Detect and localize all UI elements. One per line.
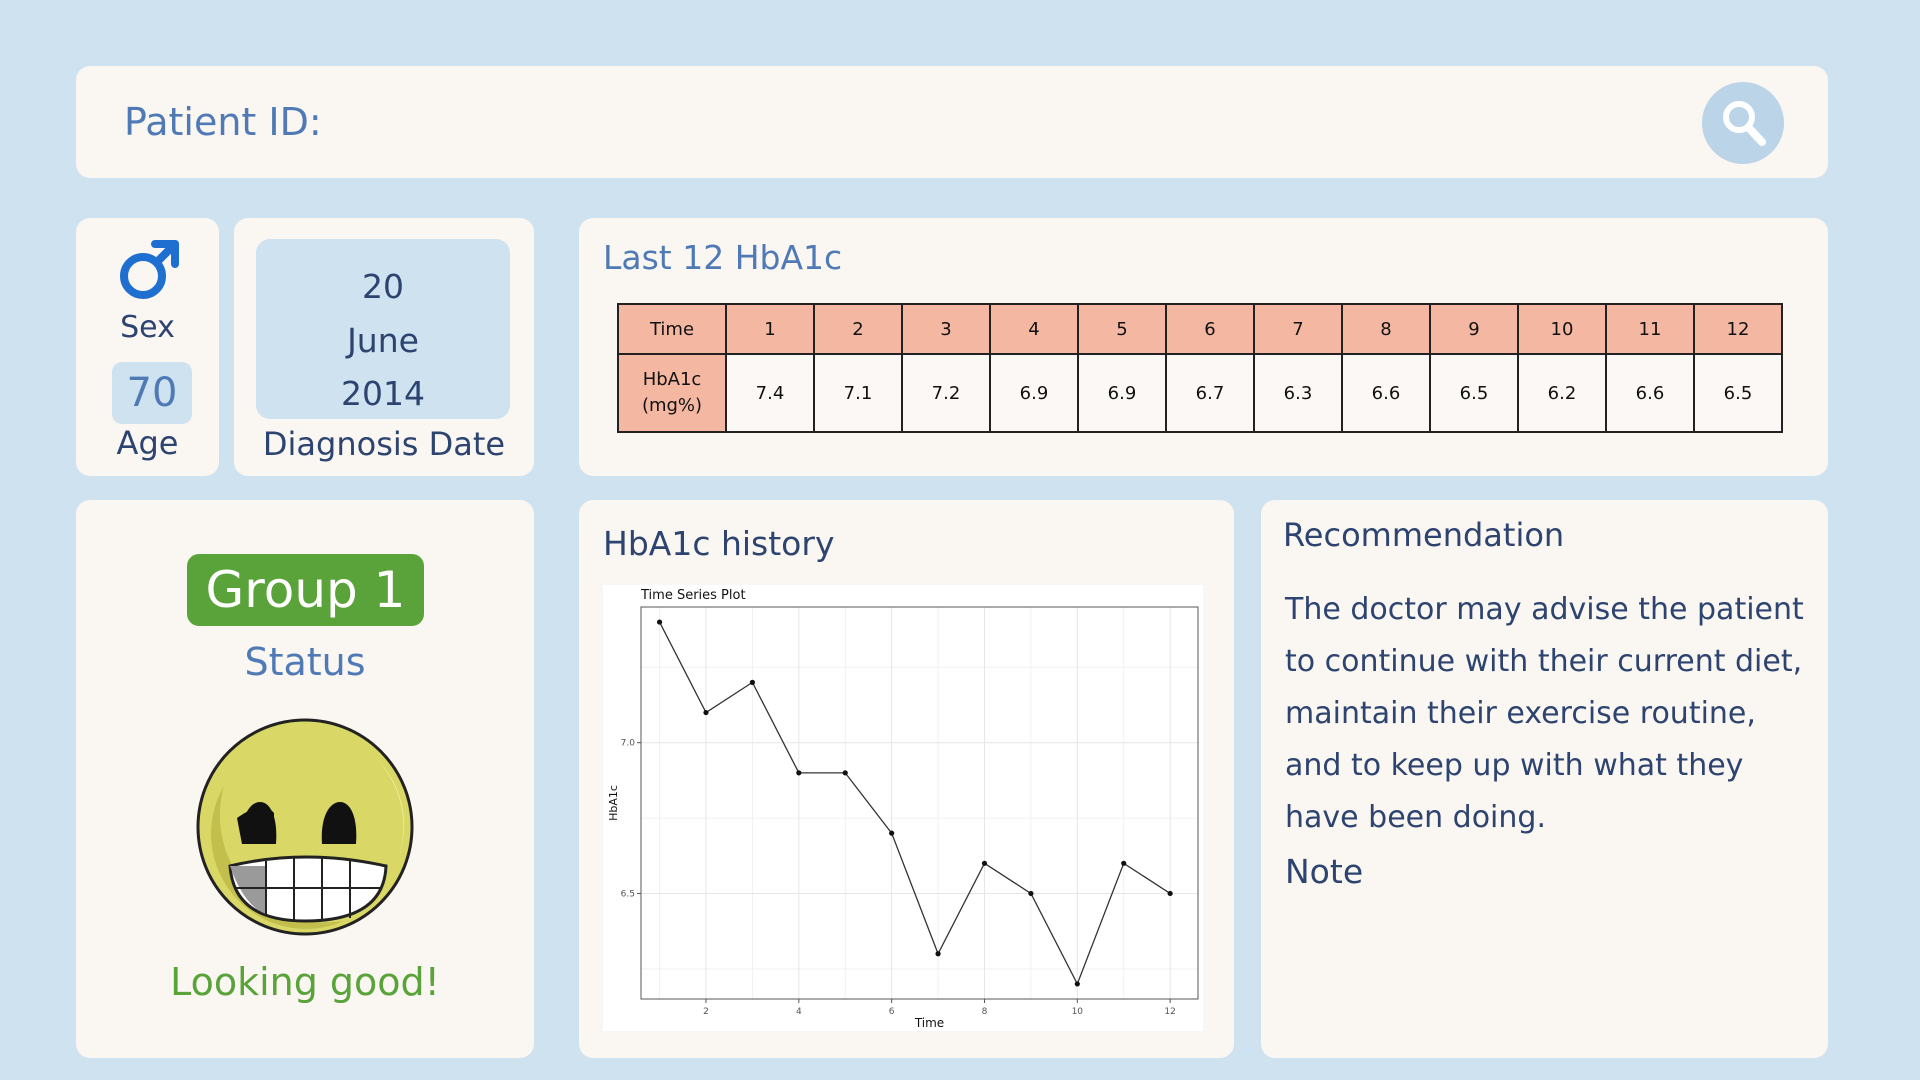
time-cell: 3 <box>901 303 991 355</box>
recommendation-title: Recommendation <box>1283 516 1565 554</box>
recommendation-card: Recommendation The doctor may advise the… <box>1261 500 1828 1058</box>
search-bar: Patient ID: <box>76 66 1828 178</box>
time-cell: 10 <box>1517 303 1607 355</box>
status-label: Status <box>244 640 366 684</box>
chart-background <box>603 585 1203 1031</box>
chart-x-tick-label: 6 <box>889 1007 895 1017</box>
table-value-row: HbA1c (mg%) 7.4 7.1 7.2 6.9 6.9 6.7 6.3 … <box>617 353 1783 433</box>
chart-x-tick-label: 2 <box>703 1007 709 1017</box>
diagnosis-date-box: 20 June 2014 <box>256 239 510 419</box>
chart-data-point <box>981 860 988 866</box>
grinning-smiley-icon <box>196 718 414 936</box>
time-cell: 6 <box>1165 303 1255 355</box>
time-cell: 5 <box>1077 303 1167 355</box>
hba1c-table: Time 1 2 3 4 5 6 7 8 9 10 11 12 HbA1c (m… <box>617 303 1783 433</box>
chart-x-tick-label: 10 <box>1072 1007 1084 1017</box>
chart-data-point <box>842 770 848 776</box>
search-button[interactable] <box>1702 82 1784 164</box>
time-cell: 12 <box>1693 303 1783 355</box>
sex-label: Sex <box>120 310 175 345</box>
hba1c-cell: 6.6 <box>1605 353 1695 433</box>
chart-data-point <box>749 679 755 685</box>
chart-x-tick-label: 8 <box>982 1007 988 1017</box>
hba1c-cell: 7.1 <box>813 353 903 433</box>
time-cell: 2 <box>813 303 903 355</box>
chart-y-tick-label: 7.0 <box>621 739 636 749</box>
time-header-cell: Time <box>617 303 727 355</box>
diagnosis-day: 20 <box>362 267 404 306</box>
group-badge: Group 1 <box>187 554 424 626</box>
hba1c-cell: 6.7 <box>1165 353 1255 433</box>
time-cell: 11 <box>1605 303 1695 355</box>
hba1c-cell: 7.4 <box>725 353 815 433</box>
patient-id-label: Patient ID: <box>124 100 322 144</box>
chart-data-point <box>935 951 941 957</box>
hba1c-cell: 6.2 <box>1517 353 1607 433</box>
hba1c-history-card: HbA1c history 2 4 6 8 10 12 6.5 7.0 Time Series … <box>579 500 1234 1058</box>
hba1c-time-series-chart: 2 4 6 8 10 12 6.5 7.0 Time Series Plot Time HbA1c <box>603 585 1203 1031</box>
chart-data-point <box>1121 860 1127 866</box>
table-title: Last 12 HbA1c <box>603 238 843 277</box>
hba1c-cell: 6.6 <box>1341 353 1431 433</box>
chart-y-tick-label: 6.5 <box>621 889 635 899</box>
history-title: HbA1c history <box>603 524 835 563</box>
table-header-row: Time 1 2 3 4 5 6 7 8 9 10 11 12 <box>617 303 1783 355</box>
chart-title: Time Series Plot <box>640 588 746 603</box>
age-value: 70 <box>112 362 192 424</box>
hba1c-header-cell: HbA1c (mg%) <box>617 353 727 433</box>
time-cell: 4 <box>989 303 1079 355</box>
sex-age-card: Sex 70 Age <box>76 218 219 476</box>
chart-x-axis-label: Time <box>914 1016 944 1030</box>
hba1c-cell: 6.5 <box>1429 353 1519 433</box>
chart-y-axis-label: HbA1c <box>607 785 620 821</box>
note-label: Note <box>1285 852 1364 891</box>
chart-data-point <box>889 830 895 836</box>
chart-series-line <box>658 621 1171 986</box>
time-cell: 1 <box>725 303 815 355</box>
chart-data-point <box>1074 981 1080 987</box>
time-cell: 8 <box>1341 303 1431 355</box>
status-message: Looking good! <box>170 960 440 1004</box>
hba1c-table-card: Last 12 HbA1c Time 1 2 3 4 5 6 7 8 9 10 … <box>579 218 1828 476</box>
status-card: Group 1 Status Looking good! <box>76 500 534 1058</box>
time-cell: 9 <box>1429 303 1519 355</box>
chart-data-point <box>796 770 802 776</box>
chart-data-point <box>703 709 709 716</box>
hba1c-cell: 7.2 <box>901 353 991 433</box>
recommendation-text: The doctor may advise the patient to con… <box>1285 592 1804 835</box>
hba1c-cell: 6.5 <box>1693 353 1783 433</box>
time-cell: 7 <box>1253 303 1343 355</box>
chart-data-point <box>656 619 663 625</box>
chart-data-point <box>1028 890 1034 897</box>
chart-data-point <box>1167 890 1173 897</box>
chart-panel-border <box>640 606 1199 1000</box>
age-label: Age <box>116 424 179 462</box>
search-icon <box>1723 101 1766 146</box>
hba1c-cell: 6.3 <box>1253 353 1343 433</box>
chart-x-tick-label: 12 <box>1164 1007 1175 1017</box>
diagnosis-month: June <box>347 321 419 360</box>
hba1c-cell: 6.9 <box>989 353 1079 433</box>
diagnosis-year: 2014 <box>341 374 425 413</box>
male-symbol-icon <box>120 240 179 299</box>
hba1c-cell: 6.9 <box>1077 353 1167 433</box>
diagnosis-date-card: 20 June 2014 Diagnosis Date <box>234 218 534 476</box>
chart-x-tick-label: 4 <box>796 1007 802 1017</box>
diagnosis-date-label: Diagnosis Date <box>262 425 506 463</box>
